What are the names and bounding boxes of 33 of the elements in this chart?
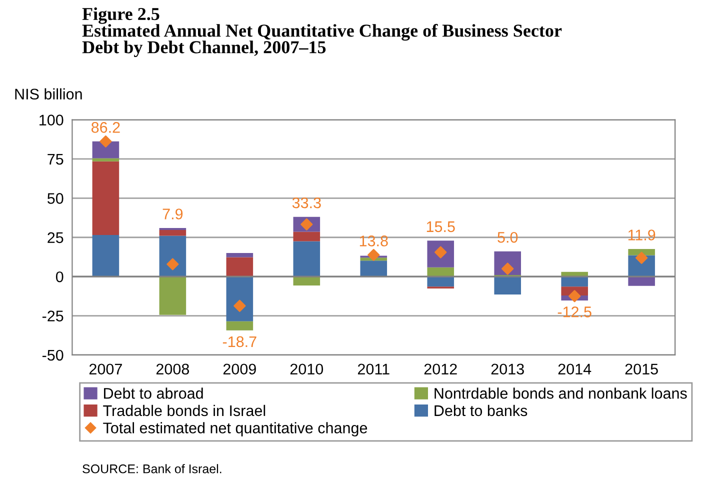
legend-label: Debt to abroad <box>104 388 203 399</box>
y-tick-label: 75 <box>48 154 64 165</box>
x-tick-label: 2014 <box>558 364 592 375</box>
x-tick-label: 2012 <box>424 364 457 375</box>
data-label: 15.5 <box>426 221 455 232</box>
y-tick-label: 0 <box>56 271 64 282</box>
legend-label: Total estimated net quantitative change <box>103 422 368 436</box>
x-tick-label: 2010 <box>290 364 324 375</box>
data-label: 11.9 <box>628 230 656 240</box>
source-note: SOURCE: Bank of Israel. <box>82 464 222 474</box>
y-tick-label: 100 <box>40 114 64 126</box>
data-label: 86.2 <box>91 122 120 133</box>
legend-label: Tradable bonds in Israel <box>103 404 266 416</box>
y-tick-label: -50 <box>42 350 64 361</box>
data-label: -12.5 <box>558 306 592 318</box>
data-label: 13.8 <box>360 236 388 246</box>
x-tick-label: 2013 <box>491 364 524 375</box>
y-tick-label: -25 <box>42 310 64 322</box>
data-label: 7.9 <box>162 208 183 220</box>
x-tick-label: 2011 <box>358 364 390 375</box>
y-axis-title: NIS billion <box>15 88 82 100</box>
legend-label: Debt to banks <box>434 404 528 416</box>
data-label: -18.7 <box>222 336 256 348</box>
chart-title: Figure 2.5 Estimated Annual Net Quantitative Change of Business Sector Debt by Debt Channel, 2007–15 <box>82 7 562 58</box>
legend-label: Nontrdable bonds and nonbank loans <box>434 388 687 399</box>
x-tick-label: 2008 <box>156 364 190 375</box>
x-tick-label: 2007 <box>89 364 122 375</box>
data-label: 5.0 <box>498 232 518 243</box>
data-label: 33.3 <box>292 197 321 208</box>
x-tick-label: 2015 <box>625 364 658 375</box>
y-tick-label: 25 <box>48 232 64 244</box>
y-tick-label: 50 <box>47 193 64 204</box>
x-tick-label: 2009 <box>223 364 256 375</box>
